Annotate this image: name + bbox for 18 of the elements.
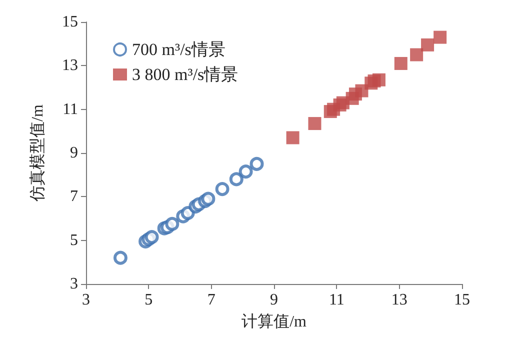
y-tick-label: 7 [70,188,78,206]
x-axis-title: 计算值/m [242,312,307,330]
y-tick-label: 15 [62,14,78,30]
y-tick-label: 11 [62,100,78,118]
y-axis-title: 仿真模型值/m [28,104,46,202]
x-tick-label: 9 [270,292,278,308]
x-tick-label: 7 [207,292,216,308]
y-tick-label: 3 [70,276,78,292]
y-tick-label: 13 [62,57,78,74]
y-tick-label: 9 [70,144,78,162]
y-tick-label: 5 [70,232,78,249]
x-tick-label: 13 [391,292,408,308]
x-tick-label: 5 [144,292,153,308]
legend-label: 3 800 m³/s情景 [132,65,238,84]
legend-label: 700 m³/s情景 [132,40,226,59]
x-tick-label: 3 [82,292,90,308]
x-tick-label: 15 [454,292,470,308]
x-tick-label: 11 [328,292,344,308]
